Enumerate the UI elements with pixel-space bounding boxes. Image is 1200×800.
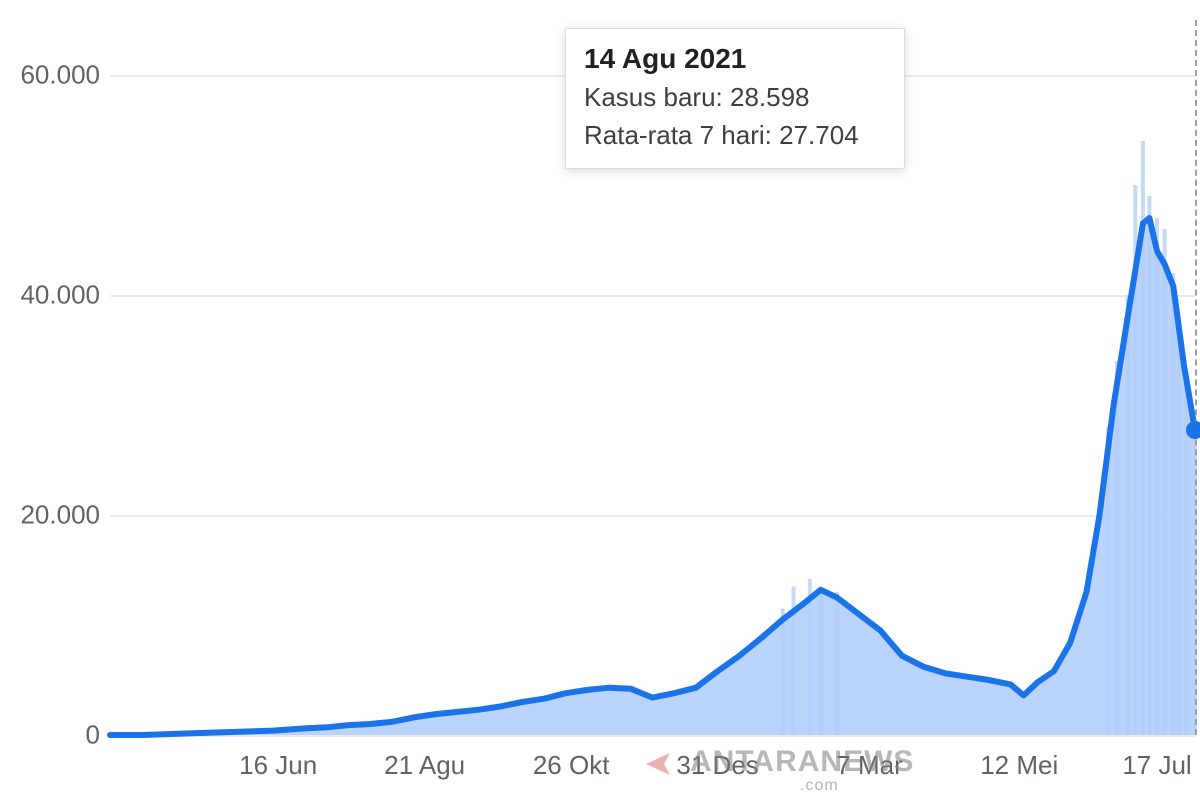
watermark-text: ANTARANEWS	[690, 745, 914, 779]
x-tick-label: 17 Jul	[1122, 750, 1191, 781]
tooltip-7day-avg: Rata-rata 7 hari: 27.704	[584, 117, 886, 155]
x-tick-label: 12 Mei	[980, 750, 1058, 781]
watermark-subtext: .com	[800, 777, 839, 795]
x-axis: 16 Jun21 Agu26 Okt31 Des7 Mar12 Mei17 Ju…	[0, 750, 1200, 800]
cases-chart: 020.00040.00060.000 16 Jun21 Agu26 Okt31…	[0, 0, 1200, 800]
tooltip-new-cases: Kasus baru: 28.598	[584, 79, 886, 117]
x-tick-label: 21 Agu	[384, 750, 465, 781]
hover-tooltip: 14 Agu 2021 Kasus baru: 28.598 Rata-rata…	[565, 28, 905, 169]
hover-indicator-line	[1195, 20, 1197, 735]
tooltip-date: 14 Agu 2021	[584, 43, 886, 75]
hover-marker-dot	[1186, 421, 1200, 439]
x-tick-label: 26 Okt	[533, 750, 610, 781]
x-tick-label: 16 Jun	[239, 750, 317, 781]
watermark-arrow-icon	[642, 747, 676, 781]
